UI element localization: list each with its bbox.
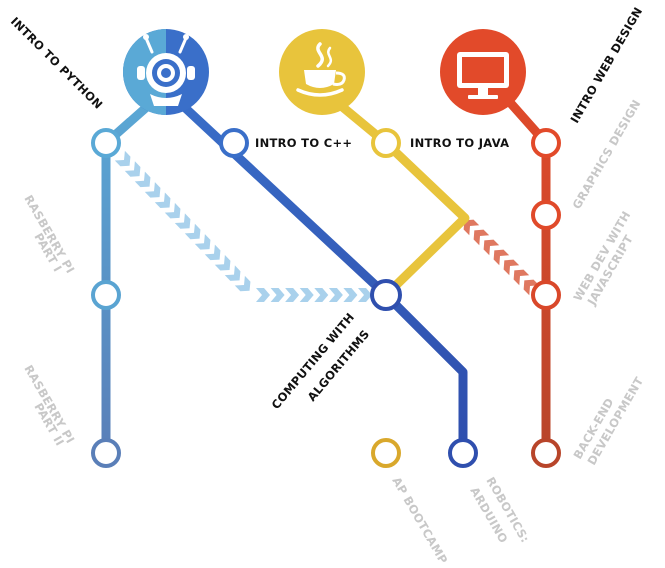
python-to-algorithms-arrow xyxy=(114,150,372,302)
arrow-chevron xyxy=(234,275,251,292)
arrow-chevron xyxy=(503,259,520,276)
label-webdev-js: WEB DEV WITH JAVASCRIPT xyxy=(570,208,635,308)
label-intro-java: INTRO TO JAVA xyxy=(410,136,509,150)
monitor-icon[interactable] xyxy=(440,29,526,115)
node-intro-java[interactable] xyxy=(371,128,401,158)
node-intro-cpp[interactable] xyxy=(219,128,249,158)
arrow-chevron xyxy=(328,288,343,302)
arrow-chevron xyxy=(194,234,211,250)
robot-icon[interactable] xyxy=(123,29,209,115)
arrow-chevron xyxy=(314,288,329,302)
java-track xyxy=(319,86,470,453)
arrow-chevron xyxy=(144,182,161,198)
label-intro-cpp: INTRO TO C++ xyxy=(255,136,352,150)
arrow-chevron xyxy=(463,219,480,236)
node-backend[interactable] xyxy=(531,438,561,468)
node-computing-algorithms[interactable] xyxy=(370,279,402,311)
arrow-chevron xyxy=(224,265,241,281)
label-backend: BACK-END DEVELOPMENT xyxy=(570,374,646,467)
arrow-chevron xyxy=(483,239,500,256)
cpp-track xyxy=(162,86,468,453)
node-intro-web[interactable] xyxy=(531,128,561,158)
label-intro-python: INTRO TO PYTHON xyxy=(8,14,106,112)
arrow-chevron xyxy=(164,202,181,219)
arrow-chevron xyxy=(154,192,171,208)
arrow-chevron xyxy=(184,223,201,240)
arrow-chevron xyxy=(493,249,510,266)
arrow-chevron xyxy=(174,213,191,229)
node-rasberry-pi-2[interactable] xyxy=(91,438,121,468)
arrow-chevron xyxy=(473,229,490,246)
arrow-chevron xyxy=(513,269,530,286)
arrow-chevron xyxy=(358,288,372,302)
label-rasberry-pi-1: RASBERRY PI PART I xyxy=(21,193,77,276)
node-intro-python[interactable] xyxy=(91,128,121,158)
arrow-chevron xyxy=(134,171,151,188)
arrow-chevron xyxy=(204,244,221,261)
arrow-chevron xyxy=(114,150,131,167)
node-ap-bootcamp[interactable] xyxy=(371,438,401,468)
arrow-chevron xyxy=(214,255,231,271)
node-webdev-js[interactable] xyxy=(531,280,561,310)
arrow-chevron xyxy=(270,288,285,302)
label-rasberry-pi-2: RASBERRY PI PART II xyxy=(21,363,77,449)
arrow-chevron xyxy=(124,161,141,177)
label-ap-bootcamp: AP BOOTCAMP xyxy=(389,475,450,567)
arrow-chevron xyxy=(256,288,270,302)
arrow-chevron xyxy=(285,288,300,302)
node-robotics-arduino[interactable] xyxy=(448,438,478,468)
arrow-chevron xyxy=(299,288,314,302)
node-graphics-design[interactable] xyxy=(531,200,561,230)
java-coffee-cup-icon[interactable] xyxy=(279,29,365,115)
arrow-chevron xyxy=(523,279,540,296)
label-robotics-arduino: ROBOTICS: ARDUINO xyxy=(467,475,532,546)
node-rasberry-pi-1[interactable] xyxy=(91,280,121,310)
java-to-webdev-arrow xyxy=(463,219,540,296)
label-computing-algorithms: COMPUTING WITH ALGORITHMS xyxy=(269,310,373,412)
arrow-chevron xyxy=(343,288,358,302)
